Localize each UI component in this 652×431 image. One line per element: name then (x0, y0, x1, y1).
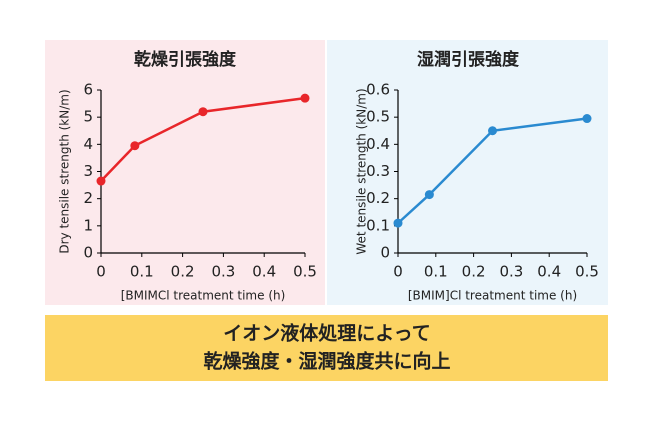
y-axis-label: Dry tensile strength (kN/m) (58, 89, 72, 253)
y-tick-label: 0.2 (366, 189, 390, 207)
chart-title: 湿潤引張強度 (417, 49, 520, 70)
banner (45, 315, 608, 381)
data-line (397, 117, 588, 225)
chart-title: 乾燥引張強度 (134, 49, 237, 70)
y-tick-label: 0.6 (366, 81, 390, 99)
banner-line: イオン液体処理によって (223, 322, 430, 345)
x-tick-label: 0.5 (575, 263, 599, 281)
panel-dry (45, 40, 325, 305)
x-tick-label: 0.3 (499, 263, 523, 281)
data-point (424, 190, 434, 200)
x-tick-label: 0.1 (130, 263, 154, 281)
x-axis-label: [BMIMCl treatment time (h) (121, 289, 286, 303)
y-tick-label: 0.5 (366, 108, 390, 126)
x-tick-label: 0.4 (252, 263, 276, 281)
x-tick-label: 0 (96, 263, 106, 281)
y-tick-label: 2 (83, 189, 93, 207)
y-tick-label: 0.3 (366, 162, 390, 180)
x-tick-label: 0.2 (462, 263, 486, 281)
x-tick-label: 0.1 (424, 263, 448, 281)
panel-wet (327, 40, 608, 305)
data-point (96, 176, 106, 186)
x-tick-label: 0 (393, 263, 403, 281)
data-point (130, 141, 140, 151)
y-tick-label: 5 (83, 108, 93, 126)
y-tick-label: 4 (83, 135, 93, 153)
data-point (300, 93, 310, 103)
y-axis-label: Wet tensile strength (kN/m) (355, 88, 369, 254)
x-tick-label: 0.5 (293, 263, 317, 281)
y-tick-label: 0 (380, 244, 390, 262)
data-point (198, 107, 208, 117)
data-point (393, 218, 403, 228)
data-point (488, 126, 497, 136)
data-line (100, 96, 306, 182)
x-axis-label: [BMIM]Cl treatment time (h) (408, 289, 577, 303)
x-tick-label: 0.4 (537, 263, 561, 281)
y-tick-label: 0.1 (366, 216, 390, 234)
y-tick-label: 0.4 (366, 135, 390, 153)
y-tick-label: 0 (83, 244, 93, 262)
y-tick-label: 3 (83, 162, 93, 180)
data-point (582, 114, 592, 124)
banner-line: 乾燥強度・湿潤強度共に向上 (203, 350, 450, 373)
x-tick-label: 0.2 (171, 263, 195, 281)
y-tick-label: 6 (83, 81, 93, 99)
x-tick-label: 0.3 (211, 263, 235, 281)
y-tick-label: 1 (83, 216, 93, 234)
